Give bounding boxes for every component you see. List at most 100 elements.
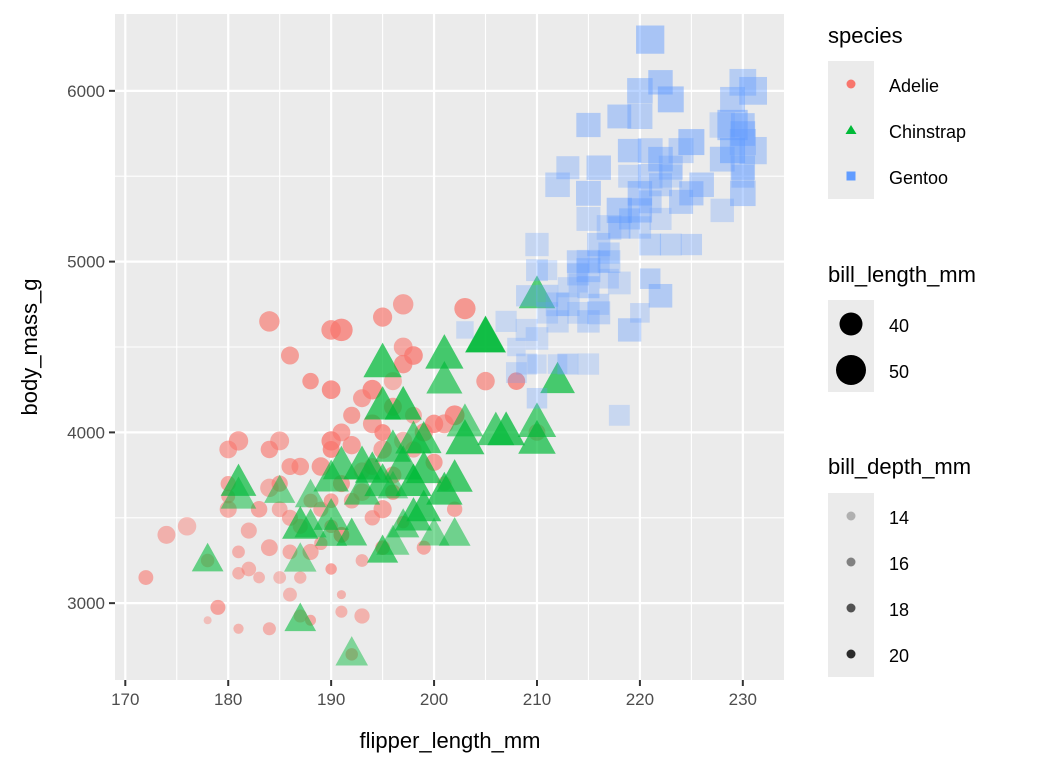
data-point-gentoo bbox=[658, 155, 683, 180]
data-point-adelie bbox=[373, 307, 393, 327]
data-point-adelie bbox=[322, 440, 340, 458]
data-point-adelie bbox=[210, 599, 226, 615]
data-point-gentoo bbox=[525, 232, 549, 257]
legend-label-chinstrap: Chinstrap bbox=[889, 122, 966, 142]
x-tick-label: 200 bbox=[420, 690, 448, 709]
data-point-chinstrap bbox=[315, 516, 348, 546]
data-point-adelie bbox=[283, 587, 297, 602]
data-point-adelie bbox=[157, 525, 176, 544]
data-point-gentoo bbox=[648, 283, 673, 308]
data-point-gentoo bbox=[636, 25, 665, 54]
data-point-chinstrap bbox=[191, 542, 224, 572]
data-point-gentoo bbox=[637, 138, 663, 164]
data-point-chinstrap bbox=[363, 342, 402, 378]
grid-major bbox=[115, 14, 784, 680]
data-point-gentoo bbox=[546, 310, 569, 333]
data-point-gentoo bbox=[639, 268, 661, 289]
data-point-gentoo bbox=[689, 172, 714, 198]
data-point-adelie bbox=[280, 346, 299, 365]
data-point-chinstrap bbox=[313, 497, 349, 530]
data-point-gentoo bbox=[599, 268, 619, 289]
data-point-gentoo bbox=[627, 181, 653, 206]
data-point-adelie bbox=[282, 544, 298, 560]
legend-bill-length-title: bill_length_mm bbox=[828, 262, 976, 287]
data-point-gentoo bbox=[587, 232, 611, 257]
data-point-adelie bbox=[260, 539, 278, 557]
legend-label-alpha-18: 18 bbox=[889, 600, 909, 620]
legend-key-size-40 bbox=[839, 312, 863, 336]
data-point-gentoo bbox=[730, 155, 756, 180]
data-point-adelie bbox=[228, 431, 249, 451]
data-point-gentoo bbox=[680, 233, 703, 256]
data-point-chinstrap bbox=[418, 517, 450, 546]
y-tick-label: 6000 bbox=[67, 82, 105, 101]
data-point-gentoo bbox=[536, 302, 559, 324]
data-point-gentoo bbox=[545, 172, 570, 198]
data-point-gentoo bbox=[679, 181, 704, 206]
data-point-adelie bbox=[507, 372, 526, 390]
data-point-adelie bbox=[354, 608, 370, 624]
legend-label-alpha-20: 20 bbox=[889, 646, 909, 666]
x-tick-label: 210 bbox=[523, 690, 551, 709]
data-point-gentoo bbox=[576, 180, 601, 206]
data-point-gentoo bbox=[577, 353, 600, 375]
data-point-adelie bbox=[302, 372, 319, 390]
data-point-adelie bbox=[355, 554, 369, 567]
data-point-gentoo bbox=[516, 285, 538, 307]
data-point-adelie bbox=[291, 457, 310, 476]
data-point-adelie bbox=[250, 500, 268, 518]
data-point-gentoo bbox=[648, 173, 673, 197]
data-point-gentoo bbox=[576, 112, 601, 138]
data-point-gentoo bbox=[648, 146, 673, 172]
legend-key-gentoo bbox=[846, 171, 856, 181]
data-point-gentoo bbox=[557, 277, 578, 298]
data-point-gentoo bbox=[739, 76, 768, 105]
x-tick-label: 220 bbox=[626, 690, 654, 709]
data-point-gentoo bbox=[731, 164, 755, 188]
legend-species: species Adelie Chinstrap Gentoo bbox=[828, 23, 966, 199]
data-point-adelie bbox=[240, 522, 257, 539]
data-point-gentoo bbox=[657, 86, 684, 113]
data-point-gentoo bbox=[527, 354, 547, 374]
y-tick-label: 3000 bbox=[67, 594, 105, 613]
data-point-gentoo bbox=[505, 362, 527, 384]
data-point-chinstrap bbox=[405, 450, 442, 484]
data-point-adelie bbox=[232, 545, 245, 559]
data-point-gentoo bbox=[576, 206, 601, 231]
data-point-adelie bbox=[416, 540, 431, 555]
data-point-gentoo bbox=[618, 164, 642, 188]
data-point-adelie bbox=[253, 571, 265, 584]
data-point-adelie bbox=[233, 623, 244, 634]
data-point-chinstrap bbox=[445, 419, 485, 455]
data-point-gentoo bbox=[710, 198, 734, 223]
data-point-gentoo bbox=[648, 70, 673, 95]
legend-label-adelie: Adelie bbox=[889, 76, 939, 96]
data-point-adelie bbox=[203, 616, 212, 625]
legend-label-size-40: 40 bbox=[889, 316, 909, 336]
legend-bill-depth-key-bg bbox=[828, 493, 874, 677]
data-point-gentoo bbox=[607, 104, 632, 129]
legend-bill-depth-title: bill_depth_mm bbox=[828, 454, 971, 479]
data-point-gentoo bbox=[717, 109, 748, 141]
data-point-adelie bbox=[241, 561, 257, 577]
x-tick-label: 180 bbox=[214, 690, 242, 709]
data-point-chinstrap bbox=[405, 421, 442, 454]
data-point-chinstrap bbox=[518, 275, 556, 309]
data-point-gentoo bbox=[587, 301, 611, 325]
data-point-adelie bbox=[342, 436, 361, 455]
data-point-gentoo bbox=[597, 250, 621, 273]
data-point-chinstrap bbox=[367, 534, 399, 563]
data-point-gentoo bbox=[720, 86, 745, 112]
series-gentoo bbox=[456, 25, 768, 426]
y-tick-label: 4000 bbox=[67, 423, 105, 442]
legend-species-title: species bbox=[828, 23, 903, 48]
data-point-chinstrap bbox=[264, 474, 296, 503]
data-point-gentoo bbox=[536, 284, 559, 307]
data-point-adelie bbox=[321, 380, 341, 400]
data-point-chinstrap bbox=[438, 517, 471, 546]
data-point-gentoo bbox=[495, 310, 517, 332]
x-axis: 170 180 190 200 210 220 230 bbox=[111, 680, 757, 709]
data-point-adelie bbox=[325, 563, 337, 575]
data-point-chinstrap bbox=[220, 476, 257, 509]
